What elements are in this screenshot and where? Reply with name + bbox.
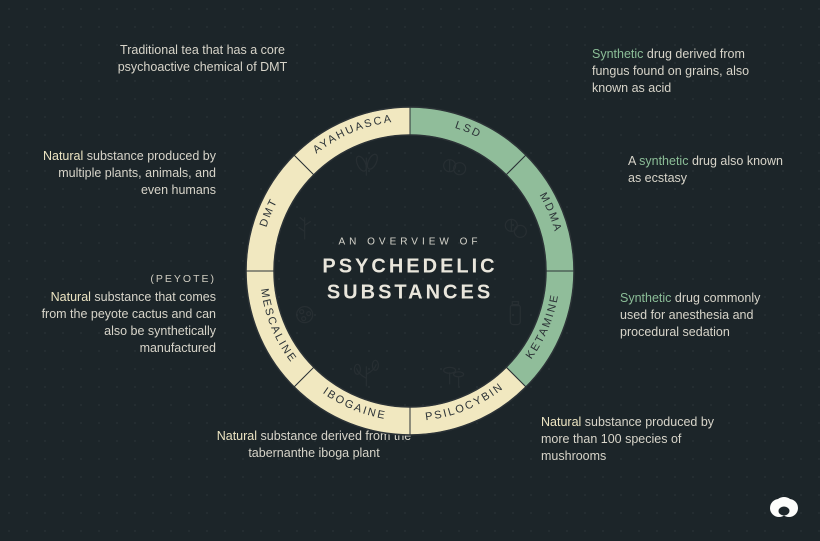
desc-mescaline: (PEYOTE)Natural substance that comes fro… xyxy=(26,272,216,357)
ring-icon-lsd xyxy=(444,159,466,174)
desc-lsd: Synthetic drug derived from fungus found… xyxy=(592,46,767,97)
ring-icon-ketamine xyxy=(510,301,520,324)
ring-icon-mdma xyxy=(505,219,526,237)
brand-logo-icon xyxy=(766,494,802,527)
ring-icon-psilocybin xyxy=(444,367,464,386)
title-line-2: SUBSTANCES xyxy=(327,281,493,303)
center-title: AN OVERVIEW OF PSYCHEDELIC SUBSTANCES xyxy=(322,236,497,305)
desc-ketamine: Synthetic drug commonly used for anesthe… xyxy=(620,290,785,341)
desc-dmt: Natural substance produced by multiple p… xyxy=(28,148,216,199)
ring-icon-ayahuasca xyxy=(354,152,379,175)
desc-ayahuasca: Traditional tea that has a core psychoac… xyxy=(100,42,305,76)
desc-mdma: A synthetic drug also known as ecstasy xyxy=(628,153,788,187)
ring-icon-mescaline xyxy=(297,306,313,322)
title-overline: AN OVERVIEW OF xyxy=(322,236,497,247)
title-line-1: PSYCHEDELIC xyxy=(322,255,497,277)
ring-icon-ibogaine xyxy=(354,360,378,386)
ring-icon-dmt xyxy=(299,217,311,239)
